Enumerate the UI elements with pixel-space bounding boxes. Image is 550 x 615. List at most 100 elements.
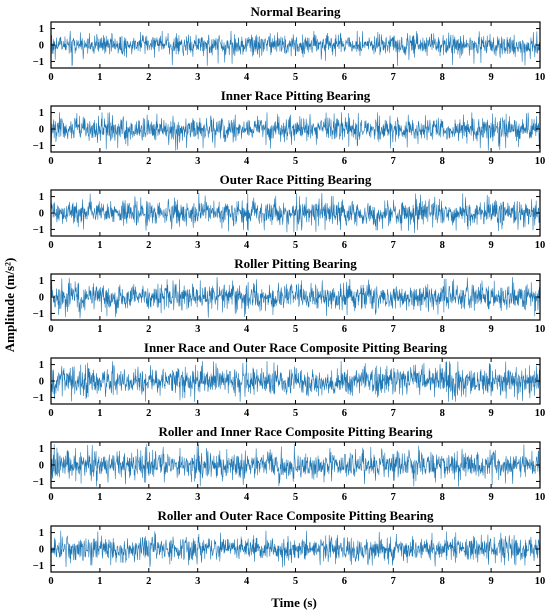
signal-trace bbox=[50, 360, 541, 402]
x-tick-label: 4 bbox=[244, 324, 250, 335]
panel: Roller and Outer Race Composite Pitting … bbox=[33, 508, 545, 587]
x-tick-label: 8 bbox=[440, 324, 445, 335]
x-tick-label: 5 bbox=[293, 492, 298, 503]
x-tick-label: 8 bbox=[440, 240, 445, 251]
x-tick-label: 9 bbox=[488, 408, 493, 419]
x-tick-label: 10 bbox=[535, 240, 546, 251]
x-tick-label: 0 bbox=[48, 240, 53, 251]
x-tick-label: 3 bbox=[195, 240, 200, 251]
panel-title: Outer Race Pitting Bearing bbox=[220, 172, 372, 187]
x-tick-label: 1 bbox=[97, 408, 102, 419]
x-tick-label: 6 bbox=[342, 576, 347, 587]
panel-title: Inner Race Pitting Bearing bbox=[221, 88, 371, 103]
signal-trace bbox=[50, 112, 541, 151]
x-tick-label: 4 bbox=[244, 576, 250, 587]
x-tick-label: 6 bbox=[342, 72, 347, 83]
x-tick-label: 2 bbox=[146, 408, 151, 419]
x-axis-label: Time (s) bbox=[271, 595, 317, 610]
signal-trace bbox=[50, 30, 541, 67]
panel: Roller and Inner Race Composite Pitting … bbox=[33, 424, 545, 503]
x-tick-label: 6 bbox=[342, 492, 347, 503]
x-tick-label: 3 bbox=[195, 408, 200, 419]
panel: Normal Bearing 0 1 2 3 4 5 6 7 8 9 10 −1 0 1 bbox=[33, 4, 545, 83]
x-tick-label: 9 bbox=[488, 156, 493, 167]
panel-title: Roller and Outer Race Composite Pitting … bbox=[157, 508, 434, 523]
x-tick-label: 2 bbox=[146, 156, 151, 167]
x-tick-label: 5 bbox=[293, 240, 298, 251]
x-tick-label: 3 bbox=[195, 72, 200, 83]
x-tick-label: 10 bbox=[535, 576, 546, 587]
x-tick-label: 10 bbox=[535, 492, 546, 503]
y-tick-label: −1 bbox=[33, 561, 44, 572]
x-tick-label: 10 bbox=[535, 72, 546, 83]
panel-title: Roller and Inner Race Composite Pitting … bbox=[159, 424, 433, 439]
y-tick-label: 0 bbox=[39, 125, 44, 136]
x-tick-label: 1 bbox=[97, 240, 102, 251]
y-tick-label: 1 bbox=[39, 528, 44, 539]
y-tick-label: 1 bbox=[39, 360, 44, 371]
y-tick-label: 0 bbox=[39, 461, 44, 472]
x-tick-label: 0 bbox=[48, 408, 53, 419]
x-tick-label: 4 bbox=[244, 156, 250, 167]
x-tick-label: 1 bbox=[97, 72, 102, 83]
x-tick-label: 9 bbox=[488, 576, 493, 587]
x-tick-label: 4 bbox=[244, 408, 250, 419]
x-tick-label: 0 bbox=[48, 576, 53, 587]
x-tick-label: 1 bbox=[97, 576, 102, 587]
x-tick-label: 9 bbox=[488, 240, 493, 251]
x-tick-label: 9 bbox=[488, 72, 493, 83]
x-tick-label: 6 bbox=[342, 324, 347, 335]
y-tick-label: 0 bbox=[39, 41, 44, 52]
x-tick-label: 7 bbox=[391, 576, 396, 587]
x-tick-label: 7 bbox=[391, 72, 396, 83]
x-tick-label: 10 bbox=[535, 324, 546, 335]
y-tick-label: −1 bbox=[33, 57, 44, 68]
x-tick-label: 9 bbox=[488, 492, 493, 503]
x-tick-label: 0 bbox=[48, 324, 53, 335]
signal-trace bbox=[50, 530, 541, 568]
x-tick-label: 4 bbox=[244, 72, 250, 83]
y-tick-label: 0 bbox=[39, 209, 44, 220]
y-tick-label: −1 bbox=[33, 477, 44, 488]
y-tick-label: 1 bbox=[39, 108, 44, 119]
x-tick-label: 2 bbox=[146, 324, 151, 335]
x-tick-label: 6 bbox=[342, 156, 347, 167]
x-tick-label: 2 bbox=[146, 72, 151, 83]
x-tick-label: 3 bbox=[195, 324, 200, 335]
y-tick-label: −1 bbox=[33, 225, 44, 236]
x-tick-label: 4 bbox=[244, 492, 250, 503]
x-tick-label: 7 bbox=[391, 324, 396, 335]
x-tick-label: 8 bbox=[440, 72, 445, 83]
x-tick-label: 8 bbox=[440, 492, 445, 503]
y-tick-label: −1 bbox=[33, 309, 44, 320]
signal-trace bbox=[50, 192, 541, 234]
x-tick-label: 7 bbox=[391, 156, 396, 167]
y-tick-label: 0 bbox=[39, 545, 44, 556]
x-tick-label: 6 bbox=[342, 408, 347, 419]
y-tick-label: 1 bbox=[39, 24, 44, 35]
x-tick-label: 5 bbox=[293, 72, 298, 83]
x-tick-label: 9 bbox=[488, 324, 493, 335]
x-tick-label: 3 bbox=[195, 576, 200, 587]
x-tick-label: 5 bbox=[293, 156, 298, 167]
x-tick-label: 0 bbox=[48, 156, 53, 167]
x-tick-label: 1 bbox=[97, 324, 102, 335]
panel: Roller Pitting Bearing 0 1 2 3 4 5 6 7 8 9 10 −1 0 1 bbox=[33, 256, 545, 335]
x-tick-label: 2 bbox=[146, 576, 151, 587]
x-tick-label: 5 bbox=[293, 324, 298, 335]
x-tick-label: 2 bbox=[146, 240, 151, 251]
y-tick-label: 0 bbox=[39, 377, 44, 388]
x-tick-label: 8 bbox=[440, 408, 445, 419]
signal-trace bbox=[50, 444, 541, 487]
signal-trace bbox=[50, 276, 541, 319]
panel-title: Roller Pitting Bearing bbox=[234, 256, 357, 271]
x-tick-label: 2 bbox=[146, 492, 151, 503]
x-tick-label: 8 bbox=[440, 576, 445, 587]
panel-title: Inner Race and Outer Race Composite Pitt… bbox=[144, 340, 448, 355]
x-tick-label: 0 bbox=[48, 492, 53, 503]
x-tick-label: 5 bbox=[293, 576, 298, 587]
